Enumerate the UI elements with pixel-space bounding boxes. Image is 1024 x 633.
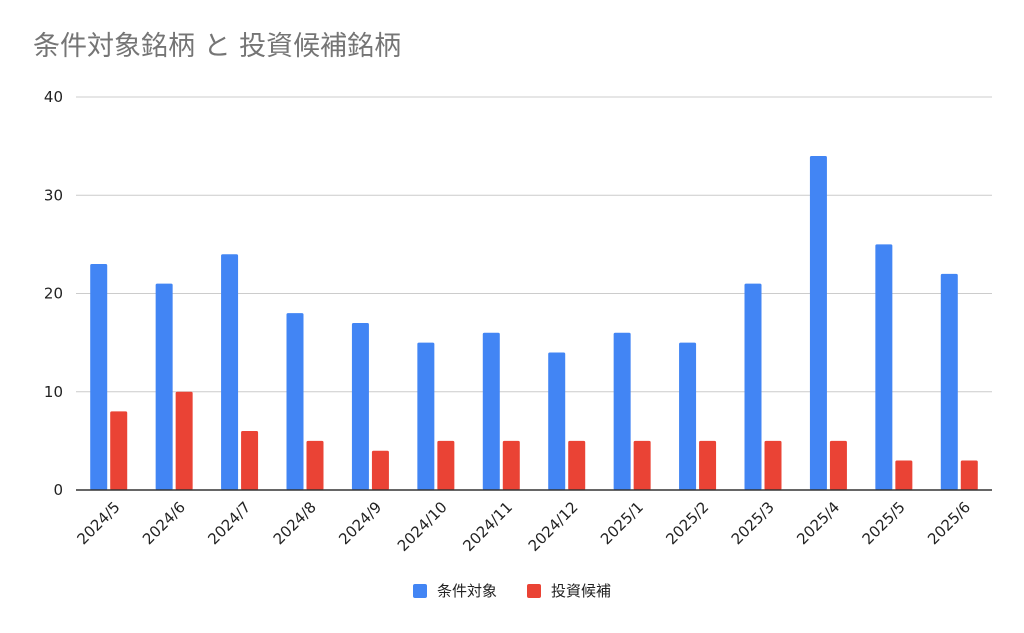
bar-series-0-2025-4[interactable]	[809, 155, 827, 490]
bar-series-1-2024-9[interactable]	[371, 450, 389, 490]
x-tick-label: 2025/5	[859, 498, 909, 548]
legend-item-series-1[interactable]: 投資候補	[527, 580, 611, 601]
x-tick-label: 2024/11	[459, 498, 516, 555]
bar-series-1-2025-6[interactable]	[960, 460, 978, 490]
legend-item-series-0[interactable]: 条件対象	[412, 580, 497, 601]
bar-series-0-2024-9[interactable]	[351, 322, 369, 490]
x-tick-label: 2025/4	[793, 498, 843, 548]
bars	[90, 155, 978, 490]
legend: 条件対象 投資候補	[0, 580, 1024, 601]
y-tick-label: 10	[44, 383, 63, 401]
y-tick-label: 20	[44, 285, 63, 303]
bar-series-0-2025-3[interactable]	[744, 283, 762, 490]
chart-title: 条件対象銘柄 と 投資候補銘柄	[33, 31, 402, 62]
bar-series-0-2024-12[interactable]	[548, 352, 566, 490]
bar-series-0-2024-10[interactable]	[417, 342, 435, 490]
y-tick-label: 40	[44, 88, 63, 106]
x-tick-label: 2024/8	[270, 498, 320, 548]
bar-series-0-2024-11[interactable]	[482, 332, 500, 490]
bar-series-1-2024-7[interactable]	[241, 431, 259, 490]
x-tick-label: 2024/7	[204, 498, 254, 548]
bar-series-0-2025-6[interactable]	[940, 273, 958, 490]
legend-swatch-series-0	[412, 583, 427, 598]
bar-series-0-2024-7[interactable]	[221, 254, 239, 490]
bar-series-1-2025-3[interactable]	[764, 440, 782, 490]
x-axis-ticks: 2024/5 2024/6 2024/7 2024/8 2024/9 2024/10 202…	[73, 498, 974, 555]
x-tick-label: 2025/6	[924, 498, 974, 548]
x-tick-label: 2024/9	[335, 498, 385, 548]
bar-series-1-2024-11[interactable]	[502, 440, 520, 490]
bar-series-1-2024-5[interactable]	[110, 411, 128, 490]
x-tick-label: 2024/10	[394, 498, 451, 555]
x-tick-label: 2024/5	[73, 498, 123, 548]
bar-series-0-2025-5[interactable]	[875, 244, 893, 490]
gridlines	[76, 96, 992, 393]
y-axis-ticks: 0 10 20 30 40	[44, 88, 63, 499]
legend-label-series-0: 条件対象	[436, 582, 497, 600]
bar-series-0-2024-5[interactable]	[90, 264, 108, 490]
bar-series-0-2024-6[interactable]	[155, 283, 173, 490]
y-tick-label: 0	[53, 481, 63, 499]
bar-series-1-2025-2[interactable]	[699, 440, 717, 490]
bar-series-1-2024-12[interactable]	[568, 440, 586, 490]
bar-series-1-2024-8[interactable]	[306, 440, 324, 490]
x-tick-label: 2025/2	[662, 498, 712, 548]
bar-series-1-2025-4[interactable]	[829, 440, 847, 490]
x-tick-label: 2024/6	[139, 498, 189, 548]
bar-series-0-2025-2[interactable]	[679, 342, 697, 490]
legend-swatch-series-1	[527, 583, 541, 598]
bar-series-0-2025-1[interactable]	[613, 332, 631, 490]
bar-series-1-2025-1[interactable]	[633, 440, 651, 490]
bar-series-1-2025-5[interactable]	[895, 460, 913, 490]
bar-series-1-2024-10[interactable]	[437, 440, 455, 490]
x-tick-label: 2025/1	[597, 498, 647, 548]
x-tick-label: 2025/3	[728, 498, 778, 548]
legend-label-series-1: 投資候補	[551, 582, 612, 600]
bar-series-0-2024-8[interactable]	[286, 313, 304, 490]
x-tick-label: 2024/12	[525, 498, 582, 555]
bar-series-1-2024-6[interactable]	[175, 391, 193, 490]
y-tick-label: 30	[44, 186, 63, 204]
